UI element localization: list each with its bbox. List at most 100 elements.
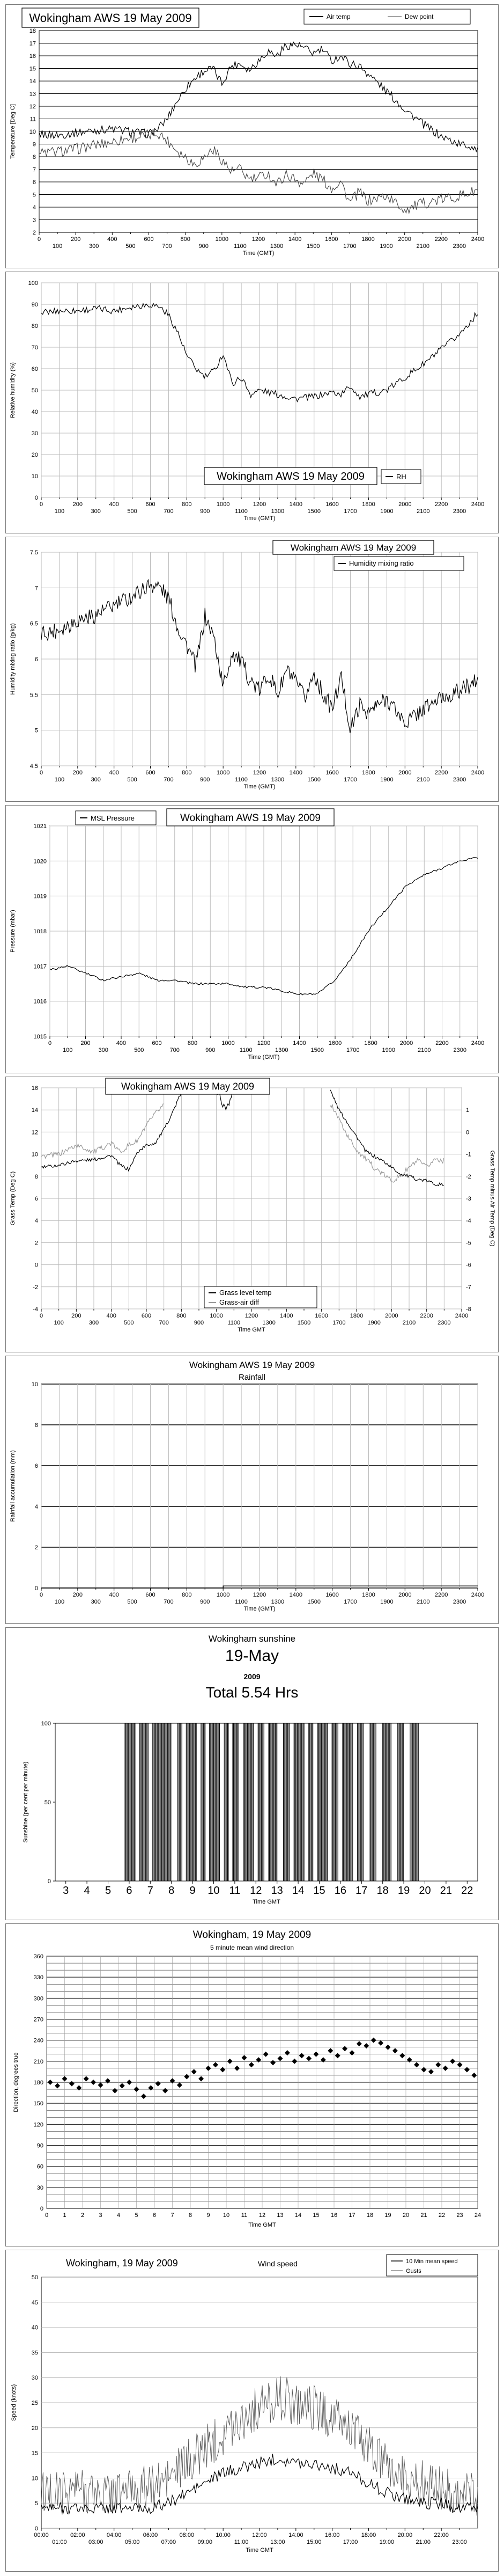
wind-direction-point bbox=[62, 2076, 68, 2082]
wind-direction-point bbox=[277, 2055, 283, 2061]
y-tick-label: 6 bbox=[35, 1463, 38, 1469]
x-tick-label: 3 bbox=[63, 1885, 69, 1897]
y-tick-label: 16 bbox=[29, 53, 36, 60]
wind-direction-point bbox=[399, 2053, 405, 2059]
legend-label-mean-speed: 10 Min mean speed bbox=[406, 2258, 458, 2265]
x-tick-label: 21 bbox=[440, 1885, 452, 1897]
wind-direction-point bbox=[119, 2083, 125, 2089]
x-tick-label: 6 bbox=[153, 2212, 156, 2219]
rainfall-chart: 0 2 4 6 8 10 0 200 400 600 800 1000 1200 1400 1600 1800… bbox=[5, 1356, 499, 1624]
x-tick-label: 11 bbox=[241, 2212, 247, 2219]
x-tick-label: 2200 bbox=[435, 1592, 448, 1598]
y2-tick-label: -1 bbox=[466, 1152, 471, 1158]
x-tick-label: 1600 bbox=[325, 501, 338, 508]
x-tick-label: 1800 bbox=[362, 1592, 375, 1598]
sunshine-chart: 0 50 100 3 4 5 6 7 8 9 10 11 12 13 14 15 16 17 18 19 20 21 22 T… bbox=[5, 1627, 499, 1920]
x-tick-label: 1500 bbox=[298, 1320, 310, 1326]
x-tick-label: 600 bbox=[145, 1592, 155, 1598]
x-tick-label: 1600 bbox=[315, 1313, 328, 1319]
x-tick-label: 2200 bbox=[435, 1040, 448, 1046]
wind-direction-point bbox=[234, 2065, 240, 2071]
y-tick-label: 70 bbox=[32, 345, 38, 351]
y-tick-label: 6 bbox=[35, 656, 38, 663]
x-tick-label: 2300 bbox=[453, 777, 466, 783]
x-tick-label: 06:00 bbox=[143, 2532, 158, 2538]
chart-title: Wokingham, 19 May 2009 bbox=[193, 1929, 311, 1941]
x-tick-label: 10 bbox=[223, 2212, 229, 2219]
wind-direction-point bbox=[155, 2081, 161, 2087]
y-tick-label: 180 bbox=[34, 2080, 43, 2086]
y-axis-label: Direction, degrees true bbox=[13, 2052, 19, 2112]
x-tick-label: 1300 bbox=[271, 777, 284, 783]
x-tick-label: 2100 bbox=[417, 243, 429, 250]
x-tick-label: 7 bbox=[147, 1885, 153, 1897]
x-tick-label: 2300 bbox=[453, 243, 466, 250]
y-tick-label: 0 bbox=[35, 2526, 38, 2532]
x-tick-label: 2400 bbox=[471, 770, 484, 776]
x-tick-label: 1400 bbox=[288, 236, 301, 243]
x-tick-label: 2100 bbox=[417, 777, 429, 783]
x-tick-label: 22 bbox=[461, 1885, 473, 1897]
wind-direction-chart: 0 30 60 90 120 150 180 210 240 270 300 330 360 0 1 2 3 4 5… bbox=[5, 1923, 499, 2246]
y-tick-label: 270 bbox=[34, 2017, 43, 2023]
y-tick-label: 1021 bbox=[34, 823, 47, 830]
y-tick-label: 5.5 bbox=[30, 692, 38, 698]
y-tick-label: 4 bbox=[35, 1218, 38, 1224]
y-tick-label: 10 bbox=[32, 2475, 38, 2482]
x-tick-label: 6 bbox=[126, 1885, 132, 1897]
x-tick-label: 17:00 bbox=[343, 2539, 358, 2545]
x-tick-label: 1500 bbox=[308, 508, 321, 515]
x-tick-label: 200 bbox=[80, 1040, 90, 1046]
x-tick-label: 1300 bbox=[271, 1599, 284, 1605]
y-tick-label: 8 bbox=[35, 1422, 38, 1429]
relative-humidity-chart: 0 10 20 30 40 50 60 70 80 90 100 0 200 400 600 800 1000 1… bbox=[5, 272, 499, 533]
temperature-chart: 2 3 4 5 6 7 8 9 10 11 12 13 14 15 16 17 18 0 200 400 600 800 1… bbox=[5, 4, 499, 268]
x-tick-label: 14 bbox=[292, 1885, 304, 1897]
x-tick-label: 2200 bbox=[420, 1313, 433, 1319]
y-tick-label: 50 bbox=[32, 2274, 38, 2281]
y-tick-label: 0 bbox=[35, 495, 38, 501]
x-tick-label: 300 bbox=[99, 1047, 108, 1053]
x-tick-label: 2200 bbox=[435, 501, 448, 508]
x-tick-label: 1800 bbox=[350, 1313, 363, 1319]
x-tick-label: 700 bbox=[164, 508, 173, 515]
x-tick-label: 700 bbox=[162, 243, 172, 250]
y-tick-label: 50 bbox=[45, 1799, 51, 1806]
wind-direction-point bbox=[428, 2069, 434, 2075]
y-tick-label: 10 bbox=[32, 1152, 38, 1158]
x-tick-label: 1000 bbox=[217, 501, 229, 508]
x-tick-label: 08:00 bbox=[180, 2532, 195, 2538]
y-tick-label: 2 bbox=[33, 230, 36, 236]
wind-direction-point bbox=[442, 2065, 448, 2071]
y-tick-label: 12 bbox=[32, 1129, 38, 1136]
x-tick-label: 100 bbox=[55, 777, 64, 783]
x-tick-label: 1700 bbox=[346, 1047, 359, 1053]
x-tick-label: 100 bbox=[55, 508, 64, 515]
y-axis-label: Grass Temp (Deg C) bbox=[10, 1172, 16, 1226]
x-tick-label: 1700 bbox=[332, 1320, 345, 1326]
y2-tick-label: 1 bbox=[466, 1107, 469, 1114]
x-tick-label: 1700 bbox=[344, 508, 357, 515]
y-tick-label: 30 bbox=[32, 2375, 38, 2381]
x-tick-label: 9 bbox=[190, 1885, 196, 1897]
x-tick-label: 7 bbox=[171, 2212, 174, 2219]
x-tick-label: 700 bbox=[170, 1047, 180, 1053]
x-tick-label: 2400 bbox=[471, 1040, 484, 1046]
x-tick-label: 1200 bbox=[257, 1040, 270, 1046]
x-tick-label: 05:00 bbox=[125, 2539, 140, 2545]
x-tick-label: 1200 bbox=[253, 501, 266, 508]
wind-direction-point bbox=[112, 2088, 118, 2094]
y-tick-label: 5 bbox=[35, 728, 38, 734]
legend-box bbox=[75, 810, 157, 825]
chart-title: Wokingham AWS 19 May 2009 bbox=[121, 1081, 254, 1092]
wind-direction-point bbox=[256, 2057, 262, 2063]
y-tick-label: 14 bbox=[32, 1107, 38, 1114]
y-tick-label: 11 bbox=[30, 116, 36, 123]
y-tick-label: 6 bbox=[33, 179, 36, 186]
wind-direction-point bbox=[471, 2072, 477, 2078]
wind-direction-point bbox=[364, 2043, 369, 2049]
legend-label-gusts: Gusts bbox=[406, 2268, 421, 2274]
x-tick-label: 1600 bbox=[325, 1592, 338, 1598]
wind-direction-point bbox=[292, 2058, 298, 2064]
